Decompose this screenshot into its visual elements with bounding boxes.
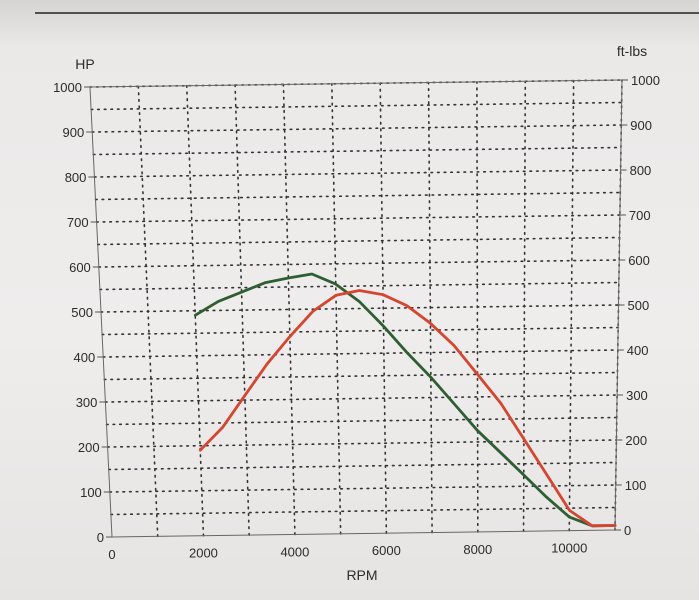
y-tick-label-right: 0 <box>624 523 631 538</box>
x-axis-line <box>111 529 616 538</box>
x-tick-label: 6000 <box>372 543 401 558</box>
grid-line-horizontal <box>106 439 618 448</box>
grid-line-horizontal <box>95 214 621 223</box>
y-tick-label-left: 600 <box>69 260 91 275</box>
grid-line-horizontal <box>105 416 618 426</box>
grid-line-vertical <box>234 84 250 536</box>
y-tick-label-right: 900 <box>630 118 652 133</box>
grid-line-horizontal <box>107 461 617 471</box>
y-tick-label-left: 100 <box>80 485 102 500</box>
y-tick-label-right: 400 <box>627 343 649 358</box>
grid-line-horizontal <box>94 191 622 201</box>
grid-line-horizontal <box>91 124 623 133</box>
y-tick-label-left: 500 <box>71 305 93 320</box>
grid-line-vertical <box>282 83 296 536</box>
grid-line-horizontal <box>102 349 619 358</box>
y-tick-label-left: 400 <box>73 350 95 365</box>
y-tick-label-left: 300 <box>76 395 98 410</box>
y-tick-label-left: 800 <box>65 170 87 185</box>
y-tick-label-left: 0 <box>97 530 104 545</box>
series-lines <box>193 272 617 528</box>
series-line-red <box>198 289 617 528</box>
grid-line-horizontal <box>92 146 622 156</box>
grid-line-horizontal <box>100 304 620 313</box>
y-tick-label-right: 600 <box>628 253 650 268</box>
y-tick-label-right: 1000 <box>631 73 660 88</box>
y-axis-left-title: HP <box>75 56 94 72</box>
grid-line-horizontal <box>109 484 617 493</box>
grid-line-horizontal <box>104 394 618 403</box>
y-axis-right-title: ft-lbs <box>617 43 647 59</box>
x-tick-label: 8000 <box>463 542 492 557</box>
x-tick-label: 4000 <box>280 544 309 559</box>
y-tick-label-left: 900 <box>62 125 84 140</box>
y-tick-label-right: 100 <box>625 478 647 493</box>
y-tick-label-left: 1000 <box>53 80 82 95</box>
y-tick-label-right: 300 <box>626 388 648 403</box>
grid-line-horizontal <box>96 236 621 246</box>
grid-line-vertical <box>379 82 388 534</box>
y-tick-label-right: 800 <box>630 163 652 178</box>
x-axis-title: RPM <box>346 567 377 583</box>
x-tick-label: 10000 <box>551 541 587 556</box>
axes <box>84 79 628 538</box>
y-tick-label-right: 700 <box>629 208 651 223</box>
grid-line-horizontal <box>90 101 623 111</box>
grid-line-vertical <box>331 83 342 535</box>
grid-line-horizontal <box>103 371 619 381</box>
grid-line-horizontal <box>98 259 621 268</box>
grid-line-horizontal <box>101 326 619 336</box>
x-tick-label: 2000 <box>189 546 218 561</box>
y-tick-label-left: 200 <box>78 440 100 455</box>
grid-line-horizontal <box>99 281 620 291</box>
y-tick-label-right: 500 <box>628 298 650 313</box>
series-line-green <box>193 272 617 528</box>
x-tick-label: 0 <box>108 547 115 562</box>
y-tick-label-left: 700 <box>67 215 89 230</box>
grid-line-horizontal <box>110 506 617 516</box>
plot-top-border <box>89 79 623 88</box>
y-tick-label-right: 200 <box>625 433 647 448</box>
grid-line-horizontal <box>93 169 622 178</box>
